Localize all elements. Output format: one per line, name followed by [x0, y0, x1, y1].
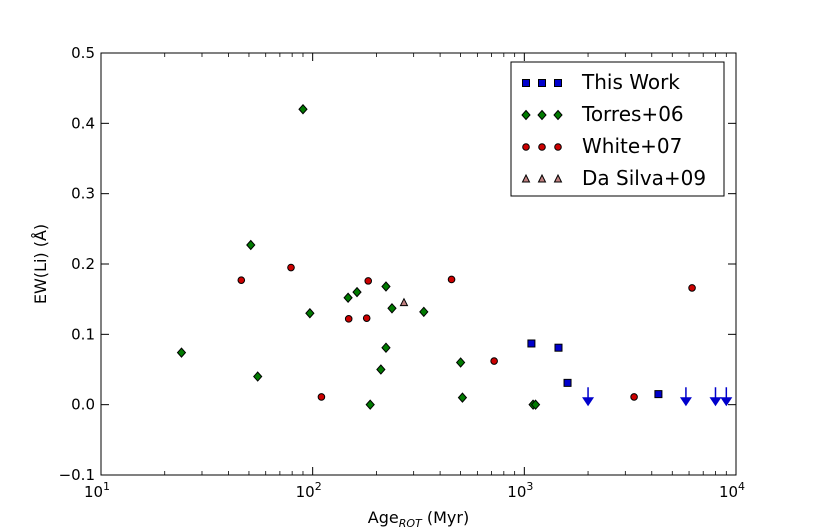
x-tick-label: 102 — [296, 480, 322, 501]
x-tick-exponent: 4 — [738, 480, 745, 493]
legend: This Work Torres+06 White+07 Da Silva+09 — [510, 61, 725, 197]
y-tick-label: 0.4 — [71, 114, 95, 132]
x-tick-exponent: 3 — [526, 480, 533, 493]
legend-label: This Work — [581, 70, 680, 94]
series-white-07 — [237, 263, 696, 401]
data-point — [237, 276, 246, 284]
legend-marker — [554, 79, 562, 87]
legend-marker — [537, 109, 547, 121]
data-point — [530, 399, 541, 410]
upper-limit-head — [679, 397, 692, 407]
data-point — [344, 315, 353, 323]
data-point — [365, 399, 375, 410]
upper-limit-arrow — [720, 387, 733, 407]
legend-marker — [554, 143, 562, 151]
legend-marker — [521, 173, 531, 183]
upper-limit-arrow — [679, 387, 692, 407]
data-point — [176, 347, 187, 358]
x-axis-label-main: Age — [368, 508, 399, 527]
upper-limit-head — [720, 397, 733, 407]
x-tick-exponent: 1 — [103, 480, 110, 493]
series-this-work — [527, 339, 733, 407]
x-tick-exponent: 2 — [315, 480, 322, 493]
legend-marker — [538, 143, 546, 151]
legend-entry: Torres+06 — [521, 102, 684, 126]
data-point — [630, 393, 638, 401]
data-point — [457, 392, 468, 403]
data-point — [287, 263, 295, 272]
y-axis-label: EW(Li) (Å) — [31, 224, 50, 304]
series-da-silva-09 — [399, 297, 409, 307]
data-point — [381, 281, 391, 292]
data-point — [527, 339, 536, 348]
legend-marker — [521, 109, 531, 121]
y-tick-label: 0.3 — [71, 185, 95, 203]
data-point — [376, 364, 386, 375]
data-point — [455, 357, 466, 368]
data-point — [381, 342, 391, 353]
y-tick-label: 0.5 — [71, 44, 95, 62]
data-point — [490, 357, 498, 365]
legend-entry: This Work — [522, 70, 680, 94]
data-point — [387, 303, 397, 314]
data-point — [554, 343, 563, 352]
y-tick-label: 0.0 — [71, 396, 95, 414]
x-axis-label-unit: (Myr) — [422, 508, 469, 527]
data-point — [362, 314, 371, 322]
upper-limit-head — [709, 397, 722, 407]
data-point — [305, 307, 315, 319]
axes: 101 102 103 104−0.10.00.10.20.30.40.5AgeROT… — [31, 44, 745, 528]
legend-marker — [538, 79, 546, 87]
x-tick-label: 103 — [507, 480, 533, 501]
upper-limit-head — [582, 397, 595, 407]
data-point — [246, 239, 256, 251]
legend-entry: Da Silva+09 — [521, 166, 706, 190]
legend-box — [510, 61, 725, 197]
data-point — [419, 306, 429, 318]
x-tick-label: 104 — [719, 480, 745, 501]
data-point — [563, 378, 572, 387]
x-axis-label: AgeROT (Myr) — [368, 508, 469, 528]
plot-area — [176, 104, 733, 410]
data-point — [317, 393, 326, 401]
data-point — [688, 284, 696, 292]
data-point — [399, 297, 409, 307]
data-point — [352, 286, 362, 298]
legend-label: White+07 — [582, 134, 682, 158]
x-axis-label-subscript: ROT — [399, 517, 423, 528]
legend-marker — [522, 79, 530, 87]
legend-marker — [553, 173, 563, 183]
upper-limit-arrow — [709, 387, 722, 407]
data-point — [253, 371, 263, 382]
data-point — [364, 277, 373, 285]
legend-label: Torres+06 — [581, 102, 684, 126]
y-tick-label: 0.1 — [71, 325, 95, 343]
legend-entry: White+07 — [522, 134, 682, 158]
upper-limit-arrow — [582, 387, 595, 407]
legend-marker — [553, 109, 563, 121]
y-tick-label: 0.2 — [71, 255, 95, 273]
data-point — [343, 292, 353, 304]
legend-marker — [522, 143, 530, 151]
legend-marker — [537, 173, 547, 183]
data-point — [447, 275, 456, 284]
series-torres-06 — [176, 104, 541, 410]
y-tick-label: −0.1 — [59, 466, 95, 484]
data-point — [654, 390, 663, 399]
legend-label: Da Silva+09 — [582, 166, 706, 190]
data-point — [298, 104, 308, 115]
